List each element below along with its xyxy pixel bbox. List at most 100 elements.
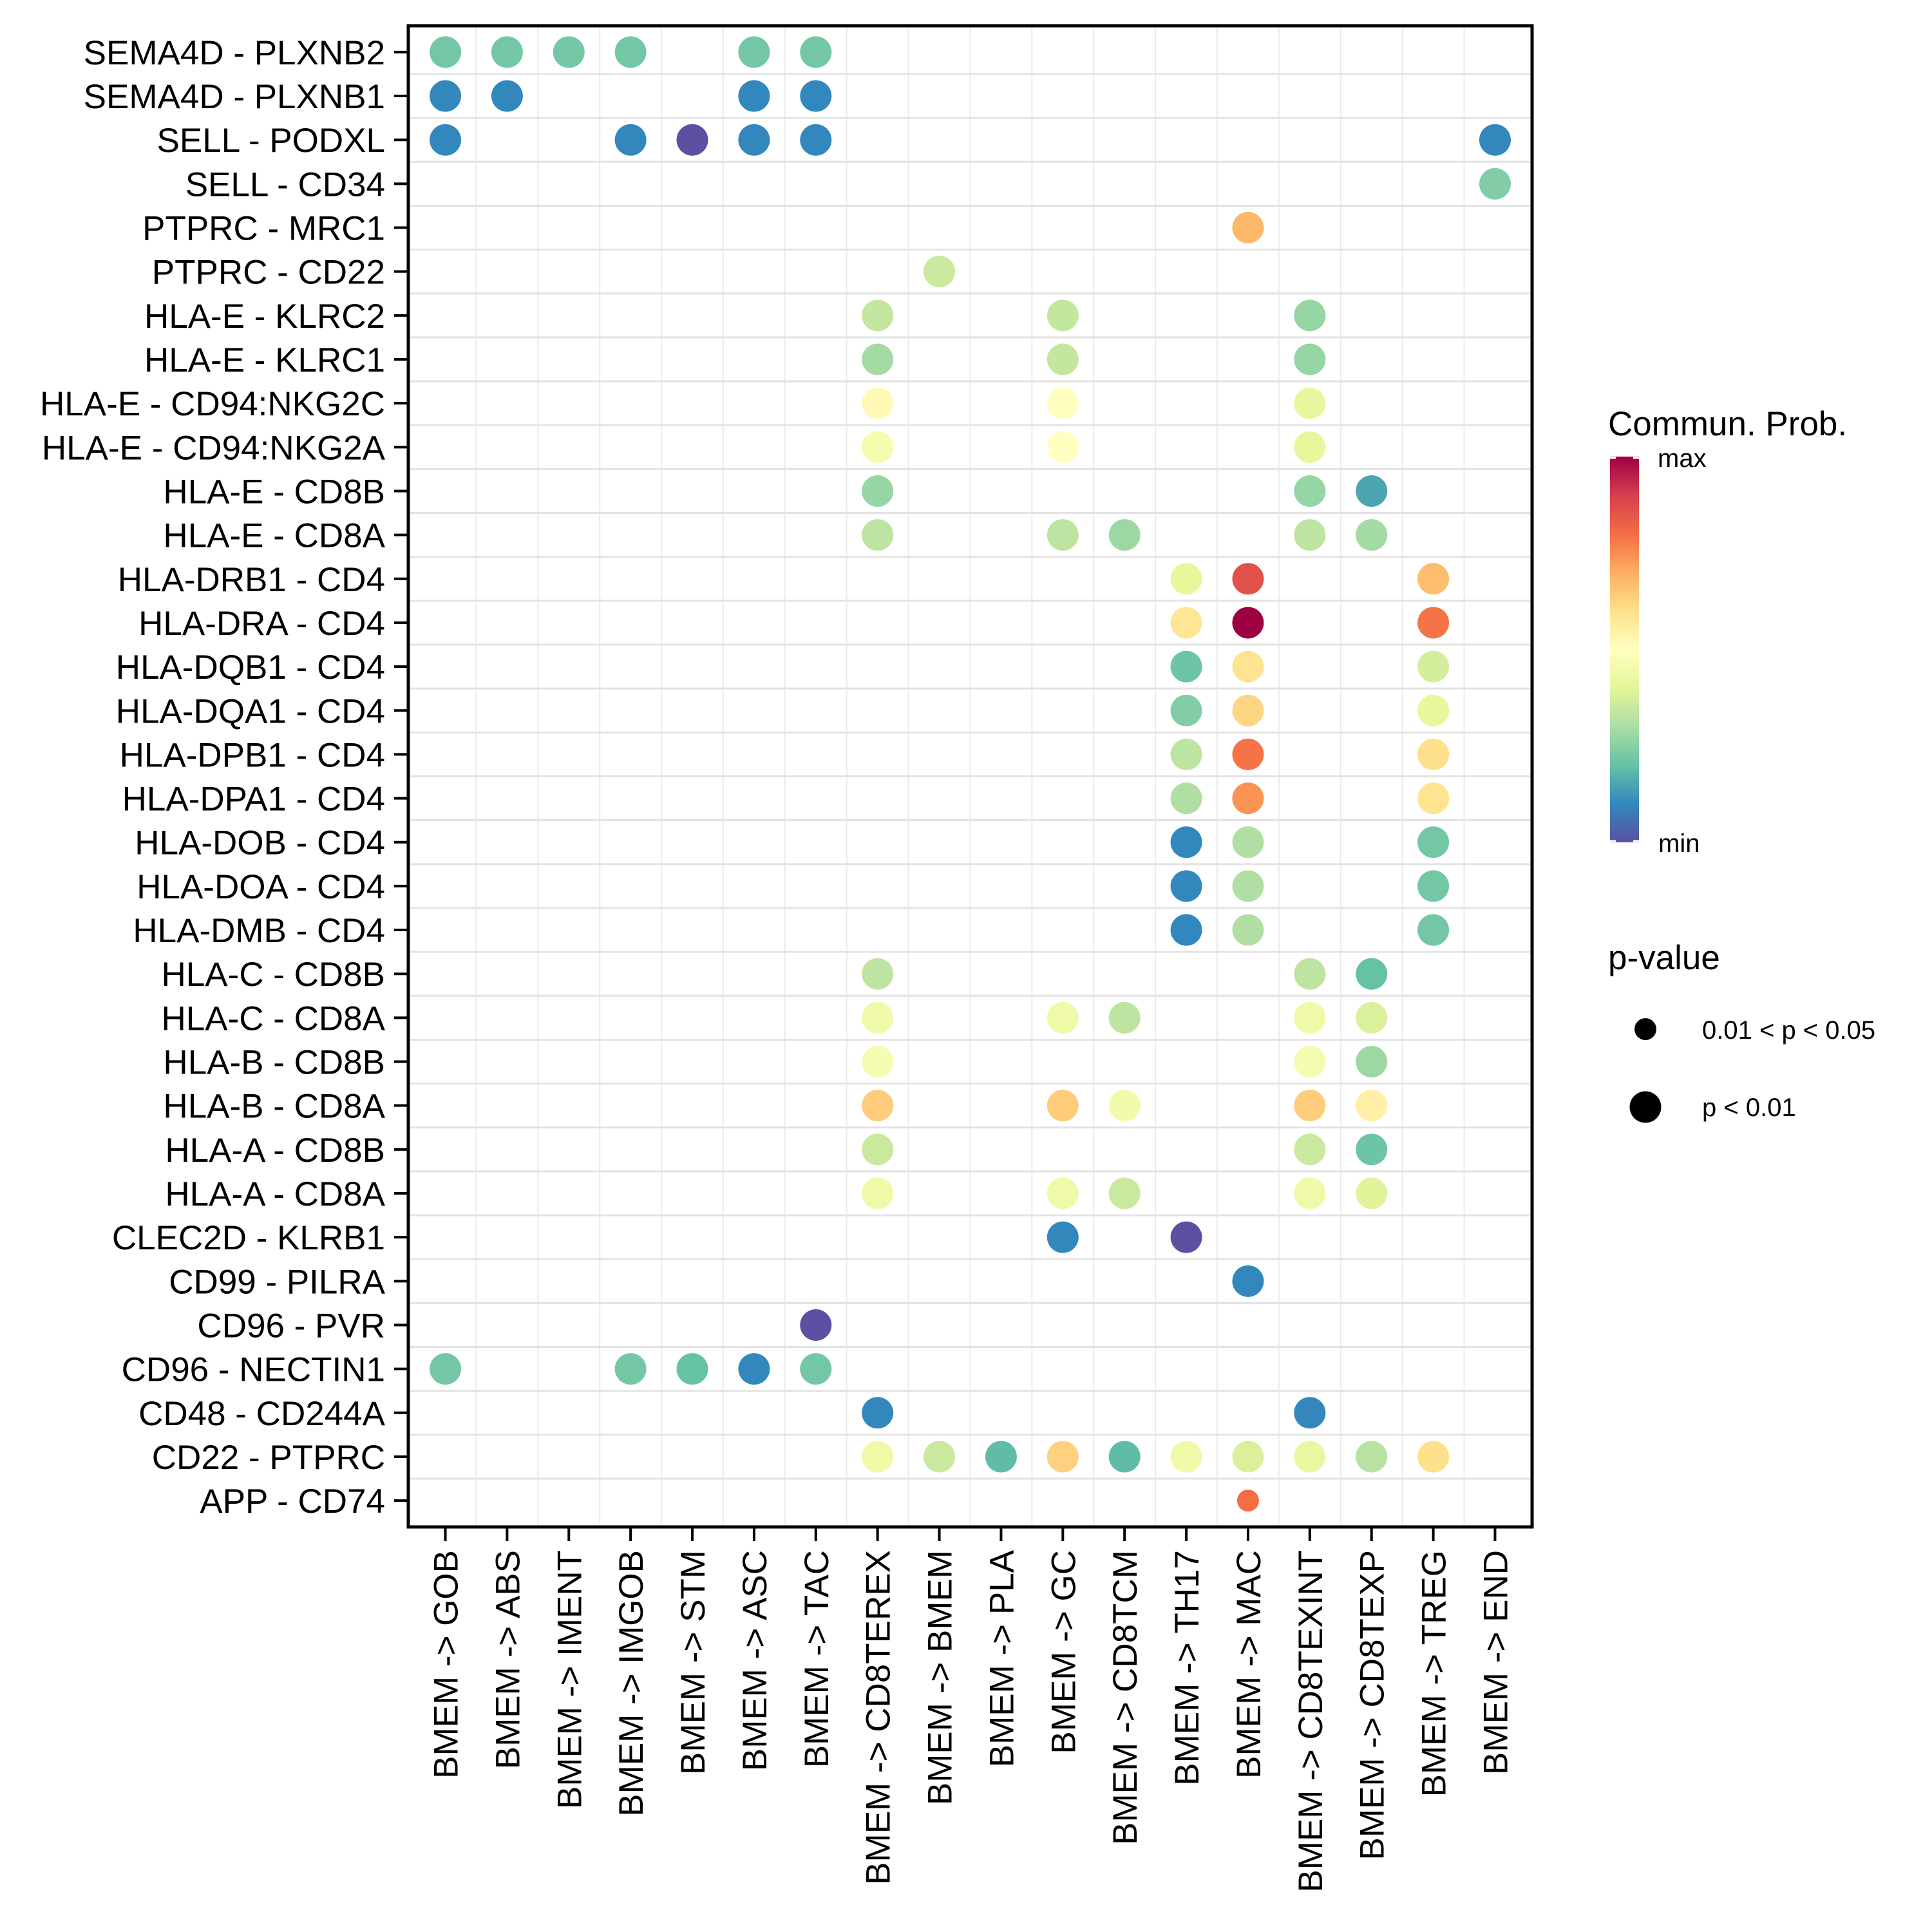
dot-point <box>1417 738 1450 770</box>
x-tick-label: BMEM -> TH17 <box>1168 1550 1206 1786</box>
color-legend: Commun. Prob. max min <box>1608 405 1847 858</box>
dot-point <box>1417 914 1450 946</box>
dot-point <box>491 36 523 68</box>
dot-point <box>1232 826 1264 858</box>
dot-point <box>1046 387 1079 419</box>
dot-point <box>1294 299 1326 332</box>
y-tick-label: HLA-DQA1 - CD4 <box>116 692 385 730</box>
dot-point <box>1046 1090 1079 1122</box>
pvalue-legend-key-small <box>1634 1018 1656 1040</box>
dot-point <box>800 1309 832 1341</box>
y-tick-label: HLA-E - CD94:NKG2A <box>42 429 386 467</box>
dot-point <box>430 36 462 68</box>
dot-point <box>1356 1001 1388 1034</box>
dot-point <box>862 1177 894 1209</box>
y-tick-label: HLA-E - CD8B <box>163 473 385 511</box>
dot-point <box>862 1001 894 1034</box>
dot-point <box>1417 607 1450 639</box>
y-tick-label: HLA-C - CD8A <box>161 999 385 1037</box>
dot-point <box>738 36 770 68</box>
y-tick-label: HLA-DQB1 - CD4 <box>116 649 385 687</box>
y-tick-label: HLA-E - KLRC2 <box>144 298 385 336</box>
dot-point <box>1294 1046 1326 1078</box>
dot-point <box>800 124 832 156</box>
pvalue-legend-title: p-value <box>1608 939 1720 977</box>
pvalue-legend-label-large: p < 0.01 <box>1702 1094 1796 1122</box>
x-tick-label: BMEM -> TREG <box>1416 1550 1454 1797</box>
dot-point <box>1479 124 1511 156</box>
y-tick-label: HLA-A - CD8A <box>165 1175 385 1213</box>
dot-point <box>1170 650 1202 683</box>
dot-point <box>862 1046 894 1078</box>
dot-point <box>862 343 894 375</box>
y-axis: SEMA4D - PLXNB2 SEMA4D - PLXNB1 SELL - POD… <box>40 34 408 1520</box>
y-tick-label: PTPRC - CD22 <box>152 254 385 292</box>
y-tick-label: HLA-DPA1 - CD4 <box>122 781 385 819</box>
dot-point <box>1232 694 1264 726</box>
dot-point <box>1232 607 1264 639</box>
dot-point <box>1417 870 1450 902</box>
x-tick-label: BMEM -> STM <box>674 1550 712 1775</box>
dot-point <box>1356 475 1388 507</box>
dot-point <box>862 387 894 419</box>
dot-point <box>1356 1441 1388 1473</box>
dot-point <box>1232 870 1264 902</box>
dot-point <box>1294 431 1326 463</box>
dot-point <box>614 124 647 156</box>
x-axis: BMEM -> GOB BMEM -> ABS BMEM -> IMENT BMEM … <box>428 1527 1515 1893</box>
dot-point <box>1108 519 1141 551</box>
dot-point <box>738 124 770 156</box>
dot-point <box>738 1353 770 1385</box>
dot-point <box>1294 519 1326 551</box>
dot-point <box>1356 1046 1388 1078</box>
dot-point <box>1356 1090 1388 1122</box>
dot-point <box>1170 870 1202 902</box>
dot-point <box>862 475 894 507</box>
dot-point <box>738 80 770 112</box>
dot-point <box>862 1133 894 1166</box>
dot-point <box>1108 1090 1141 1122</box>
dot-point <box>430 1353 462 1385</box>
y-tick-label: HLA-E - KLRC1 <box>144 341 385 379</box>
y-tick-label: HLA-DRB1 - CD4 <box>118 561 385 599</box>
y-tick-label: HLA-DPB1 - CD4 <box>120 736 385 774</box>
dot-point <box>1170 563 1202 595</box>
dot-point <box>430 124 462 156</box>
dot-point <box>1046 519 1079 551</box>
dot-point <box>1417 650 1450 683</box>
dot-point <box>1232 782 1264 815</box>
dot-point <box>1046 1441 1079 1473</box>
dot-point <box>800 1353 832 1385</box>
dot-point <box>1232 1441 1264 1473</box>
dot-point <box>1170 607 1202 639</box>
y-tick-label: HLA-A - CD8B <box>165 1132 385 1170</box>
dot-point <box>1170 694 1202 726</box>
dot-point <box>1046 1177 1079 1209</box>
y-tick-label: CD48 - CD244A <box>138 1395 386 1433</box>
dot-point <box>1232 212 1264 244</box>
x-tick-label: BMEM -> CD8TEXP <box>1354 1550 1392 1861</box>
x-tick-label: BMEM -> GC <box>1045 1550 1083 1754</box>
dot-point <box>923 256 956 288</box>
dot-point <box>1108 1441 1141 1473</box>
y-tick-label: HLA-E - CD94:NKG2C <box>40 385 385 423</box>
y-tick-label: HLA-B - CD8B <box>163 1044 385 1082</box>
dot-point <box>1170 738 1202 770</box>
dot-point <box>1294 1133 1326 1166</box>
dot-point <box>1108 1001 1141 1034</box>
dot-point <box>985 1441 1017 1473</box>
dot-point <box>1232 914 1264 946</box>
dot-point <box>1046 343 1079 375</box>
y-tick-label: HLA-C - CD8B <box>161 956 385 994</box>
dot-point <box>1294 1001 1326 1034</box>
dot-point <box>1170 782 1202 815</box>
dot-point <box>862 1090 894 1122</box>
x-tick-label: BMEM -> MAC <box>1230 1550 1268 1779</box>
x-tick-label: BMEM -> ASC <box>736 1550 774 1771</box>
dot-point <box>1417 1441 1450 1473</box>
dot-point <box>1294 1441 1326 1473</box>
x-tick-label: BMEM -> TAC <box>798 1550 836 1768</box>
x-tick-label: BMEM -> CD8TCM <box>1106 1550 1144 1845</box>
y-tick-label: CD22 - PTPRC <box>152 1439 385 1477</box>
